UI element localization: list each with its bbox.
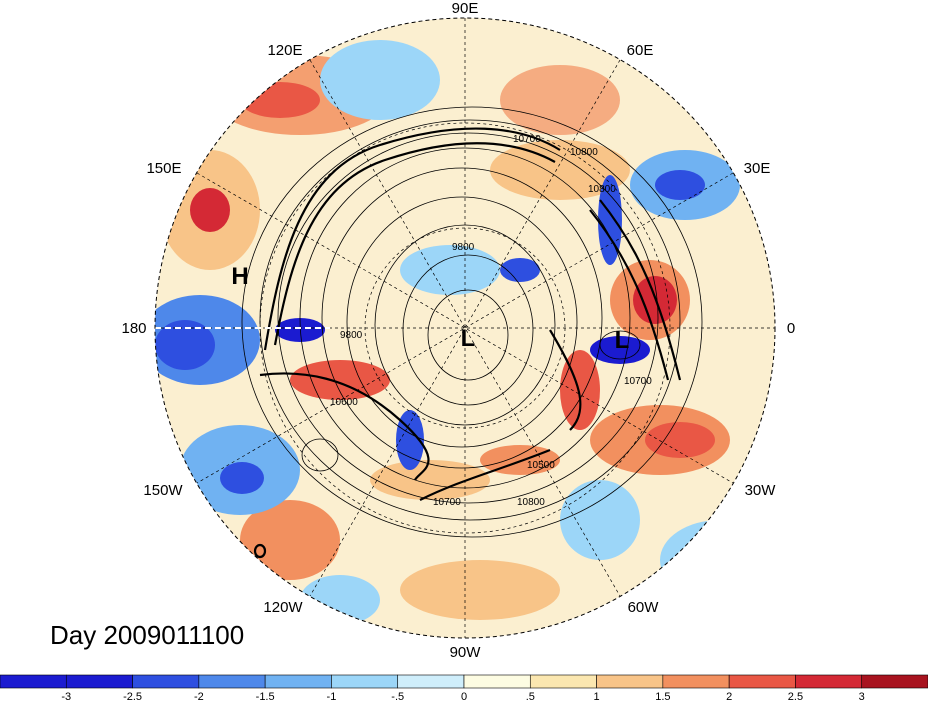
colorbar-swatch (463, 674, 531, 689)
colorbar-swatch (397, 674, 465, 689)
colorbar-tick-label: -2 (194, 691, 204, 702)
colorbar-swatches (0, 674, 928, 689)
lon-label-60w: 60W (628, 599, 660, 616)
contour-label: 10800 (570, 147, 598, 158)
contour-label: 10700 (624, 376, 652, 387)
high-pressure-marker: H (231, 263, 248, 290)
colorbar-swatch (662, 674, 730, 689)
colorbar-tick-label: 1.5 (655, 691, 670, 702)
contour-label: 10500 (527, 460, 555, 471)
colorbar-ticks: -3 -2.5 -2 -1.5 -1 -.5 0 .5 1 1.5 2 2.5 3 (61, 691, 864, 702)
low-pressure-marker-europe: L (615, 327, 630, 354)
colorbar-swatch (529, 674, 597, 689)
colorbar-tick-label: -1 (327, 691, 337, 702)
colorbar-swatch (795, 674, 863, 689)
contour-label: 9800 (340, 330, 363, 341)
low-pressure-marker-pole: L (461, 325, 476, 352)
colorbar-tick-label: -3 (61, 691, 71, 702)
day-title: Day 2009011100 (50, 620, 245, 650)
colorbar-tick-label: 2.5 (788, 691, 803, 702)
colorbar-swatch (264, 674, 332, 689)
lon-label-30e: 30E (744, 160, 771, 177)
colorbar-swatch (861, 674, 928, 689)
lon-label-150e: 150E (146, 160, 181, 177)
lon-label-180: 180 (121, 320, 146, 337)
jet-contours (253, 127, 682, 559)
polar-map: 90E 60E 120E 30E 150E 0 180 30W 150W 60W… (121, 0, 795, 661)
colorbar-swatch (331, 674, 399, 689)
colorbar-swatch (596, 674, 664, 689)
lon-label-30w: 30W (745, 482, 777, 499)
colorbar-swatch (0, 674, 67, 689)
colorbar-swatch (728, 674, 796, 689)
lon-label-90e: 90E (452, 0, 479, 17)
contour-label: 10700 (433, 497, 461, 508)
colorbar-tick-label: -1.5 (256, 691, 275, 702)
lon-label-120w: 120W (263, 599, 303, 616)
colorbar-tick-label: 0 (461, 691, 467, 702)
contour-label: 10800 (517, 497, 545, 508)
colorbar-swatch (198, 674, 266, 689)
contour-label: 10700 (513, 134, 541, 145)
colorbar-tick-label: -.5 (391, 691, 404, 702)
colorbar-tick-label: 1 (594, 691, 600, 702)
colorbar-tick-label: -2.5 (123, 691, 142, 702)
map-boundary (154, 17, 776, 639)
lon-label-150w: 150W (143, 482, 183, 499)
colorbar-swatch (132, 674, 200, 689)
contour-label: 9800 (452, 242, 475, 253)
colorbar-tick-label: 3 (859, 691, 865, 702)
lon-label-60e: 60E (627, 42, 654, 59)
contour-label: 10600 (330, 397, 358, 408)
lon-label-0: 0 (787, 320, 795, 337)
colorbar-tick-label: 2 (726, 691, 732, 702)
contour-label: 10800 (588, 184, 616, 195)
lon-label-120e: 120E (267, 42, 302, 59)
colorbar-tick-label: .5 (526, 691, 535, 702)
colorbar: -3 -2.5 -2 -1.5 -1 -.5 0 .5 1 1.5 2 2.5 3 (0, 674, 928, 702)
colorbar-swatch (65, 674, 133, 689)
lon-label-90w: 90W (450, 644, 482, 661)
